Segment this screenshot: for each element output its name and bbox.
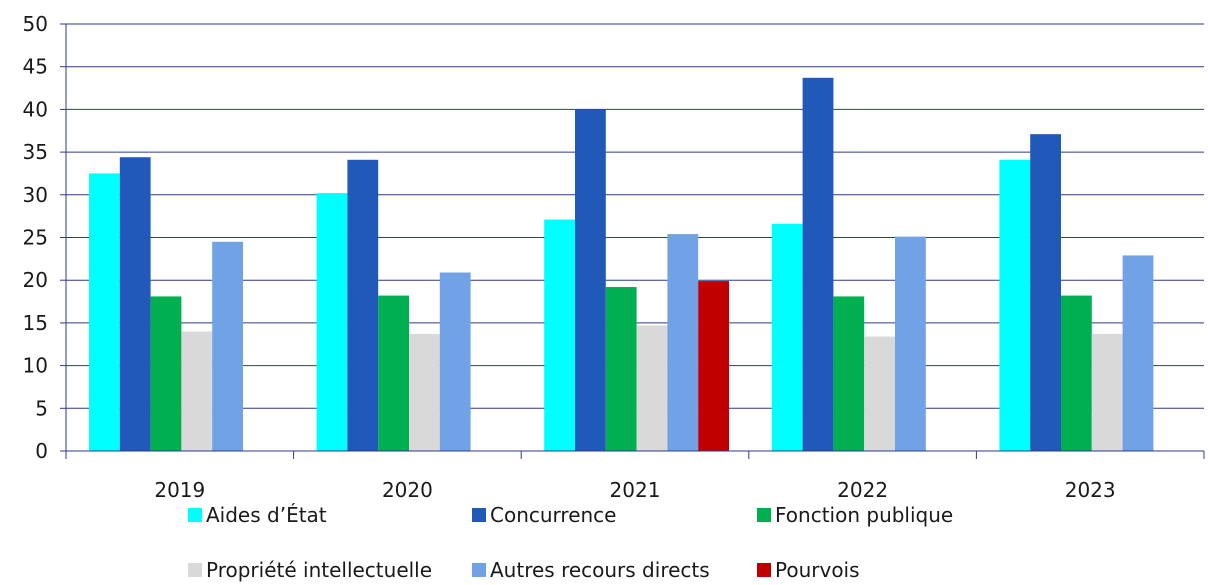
- bar-2023-5: [1122, 255, 1154, 451]
- legend-swatch: [188, 563, 202, 577]
- bar-2021-2: [575, 109, 606, 452]
- x-tick-label: 2021: [610, 478, 661, 502]
- axes: [60, 23, 1205, 459]
- legend-swatch: [472, 508, 486, 522]
- bar-2020-5: [439, 272, 471, 451]
- bar-2019-2: [119, 157, 151, 451]
- bar-2019-1: [89, 173, 120, 451]
- gridlines: [66, 23, 1204, 409]
- y-tick-label: 10: [23, 354, 48, 378]
- legend-label: Concurrence: [490, 503, 616, 527]
- legend-label: Propriété intellectuelle: [206, 558, 432, 582]
- y-tick-label: 25: [23, 226, 48, 250]
- bar-2021-3: [605, 287, 637, 451]
- bar-2022-1: [771, 223, 803, 451]
- legend-label: Pourvois: [775, 558, 860, 582]
- bar-2023-1: [999, 159, 1031, 451]
- y-tick-label: 40: [23, 97, 48, 121]
- bar-2022-5: [895, 236, 926, 451]
- y-tick-label: 35: [23, 140, 48, 164]
- legend-label: Autres recours directs: [490, 558, 710, 582]
- bar-2020-1: [316, 193, 348, 452]
- bar-2021-5: [667, 234, 699, 451]
- bar-2022-3: [833, 296, 865, 451]
- bar-2019-3: [150, 296, 182, 451]
- bar-2021-1: [544, 219, 575, 451]
- y-tick-label: 30: [23, 183, 48, 207]
- bar-2021-4: [636, 325, 668, 451]
- bar-2019-5: [212, 241, 243, 451]
- y-tick-label: 50: [23, 12, 48, 36]
- legend-label: Aides d’État: [206, 503, 327, 527]
- y-tick-label: 5: [35, 396, 48, 420]
- bar-2020-4: [409, 334, 440, 451]
- legend-swatch: [757, 563, 771, 577]
- bars: [89, 77, 1154, 452]
- y-tick-label: 20: [23, 268, 48, 292]
- legend-label: Fonction publique: [775, 503, 953, 527]
- x-tick-label: 2019: [154, 478, 205, 502]
- bar-2020-3: [378, 295, 409, 451]
- bar-2021-6: [698, 281, 729, 451]
- bar-2022-2: [802, 77, 834, 451]
- y-tick-label: 15: [23, 311, 48, 335]
- bar-2023-3: [1061, 295, 1092, 451]
- x-tick-label: 2022: [837, 478, 888, 502]
- legend: Aides d’État Concurrence Fonction publique…: [188, 503, 953, 582]
- y-axis-ticks: 0 5 10 15 20 25 30 35 40 45 50: [23, 12, 48, 463]
- bar-2023-4: [1091, 334, 1123, 451]
- y-tick-label: 0: [35, 439, 48, 463]
- legend-swatch: [188, 508, 202, 522]
- legend-swatch: [472, 563, 486, 577]
- y-tick-label: 45: [23, 55, 48, 79]
- x-axis-ticks: 2019 2020 2021 2022 2023: [154, 478, 1115, 502]
- x-tick-label: 2020: [382, 478, 433, 502]
- x-tick-label: 2023: [1065, 478, 1116, 502]
- bar-2022-4: [864, 336, 895, 451]
- legend-swatch: [757, 508, 771, 522]
- bar-2020-2: [347, 159, 379, 451]
- bar-2023-2: [1030, 134, 1061, 451]
- bar-2019-4: [181, 331, 213, 451]
